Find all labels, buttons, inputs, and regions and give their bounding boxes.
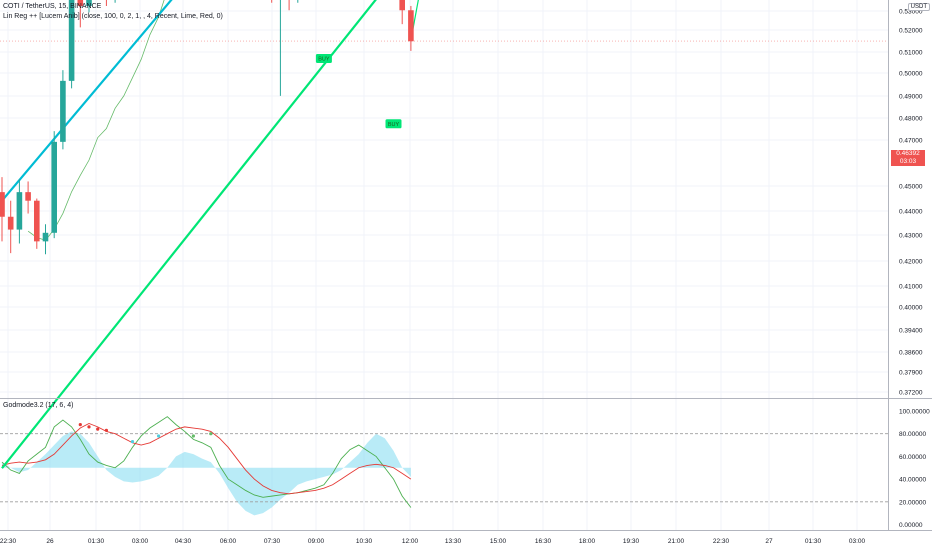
osc-tick-label: 60.00000 [899, 454, 926, 461]
candle-body [34, 200, 40, 242]
time-tick-label: 26 [46, 538, 54, 545]
signals: SELLSELLBUYBUY [315, 54, 402, 129]
osc-signal-dot [78, 423, 82, 427]
last-price: 0.46392 [896, 150, 920, 157]
lower-channel-line [1, 0, 377, 469]
last-price-tag: 0.46392 03:03 [891, 150, 925, 166]
price-tick-label: 0.43000 [899, 233, 923, 240]
price-tick-label: 0.41000 [899, 284, 923, 291]
time-tick-label: 22:30 [713, 538, 730, 545]
osc-signal-dot [96, 427, 100, 431]
candle-body [16, 192, 23, 230]
time-tick-label: 01:30 [88, 538, 105, 545]
osc-signal-dot [104, 428, 108, 432]
buy-signal-badge [315, 54, 332, 64]
time-tick-label: 09:00 [308, 538, 325, 545]
price-tick-label: 0.52000 [899, 28, 923, 35]
time-tick-label: 03:00 [849, 538, 866, 545]
price-tick-label: 0.40000 [899, 305, 923, 312]
moving-average-line [27, 0, 165, 241]
price-tick-label: 0.51000 [899, 50, 923, 57]
regression-channel [1, 0, 419, 469]
osc-signal-dot [130, 440, 135, 444]
candle-body [0, 192, 5, 217]
osc-tick-label: 40.00000 [899, 477, 926, 484]
oscillator-lines [1, 416, 412, 508]
time-tick-label: 21:00 [668, 538, 685, 545]
time-tick-label: 06:00 [220, 538, 237, 545]
time-tick-label: 07:30 [264, 538, 281, 545]
candle-body [77, 0, 84, 6]
candle-body [408, 10, 414, 42]
middle-channel-line [1, 0, 173, 202]
buy-signal-label: BUY [318, 57, 330, 63]
time-tick-label: 15:00 [490, 538, 507, 545]
osc-tick-label: 100.00000 [899, 409, 930, 416]
osc-signal-dot [157, 434, 161, 438]
osc-signal-dot [87, 425, 91, 429]
price-tick-label: 0.37200 [899, 390, 923, 397]
time-tick-label: 18:00 [579, 538, 596, 545]
buy-signal-label: BUY [388, 122, 400, 128]
price-tick-label: 0.48000 [899, 116, 923, 123]
price-tick-label: 0.45000 [899, 184, 923, 191]
price-tick-label: 0.38600 [899, 350, 923, 357]
oscillator-levels [0, 433, 888, 503]
osc-slow-line [1, 422, 412, 495]
price-tick-label: 0.37900 [899, 370, 923, 377]
moving-average [27, 0, 165, 241]
bar-countdown: 03:03 [899, 158, 917, 165]
osc-signal-dot [209, 432, 213, 436]
candle-body [25, 192, 31, 201]
candle-body [68, 0, 75, 81]
time-tick-label: 01:30 [805, 538, 822, 545]
time-tick-label: 10:30 [356, 538, 373, 545]
price-tick-label: 0.42000 [899, 259, 923, 266]
oscillator-label: Godmode3.2 (17, 6, 4) [3, 402, 74, 409]
time-tick-label: 16:30 [535, 538, 552, 545]
indicator-label: Lin Reg ++ [Lucem Anib] (close, 100, 0, … [3, 13, 223, 20]
price-tick-label: 0.47000 [899, 138, 923, 145]
candle-body [7, 216, 14, 230]
grid-lines [0, 0, 888, 530]
projection-arrow [410, 0, 419, 41]
candles [0, 0, 414, 255]
oscillator-wave [2, 431, 411, 516]
buy-signal-badge [385, 119, 402, 129]
price-tick-label: 0.44000 [899, 209, 923, 216]
candle-body [51, 141, 57, 233]
osc-tick-label: 20.00000 [899, 499, 926, 506]
price-tick-label: 0.53000 [899, 9, 923, 16]
candle-body [60, 80, 66, 142]
price-tick-label: 0.50000 [899, 71, 923, 78]
price-tick-label: 0.49000 [899, 94, 923, 101]
time-tick-label: 27 [765, 538, 773, 545]
time-tick-label: 03:00 [132, 538, 149, 545]
osc-fast-line [1, 416, 412, 508]
time-tick-label: 12:00 [402, 538, 419, 545]
time-tick-label: 22:30 [0, 538, 17, 545]
currency-badge[interactable]: USDT [907, 3, 930, 11]
candle-body [86, 0, 92, 6]
candle-body [399, 0, 405, 11]
time-tick-label: 19:30 [623, 538, 640, 545]
osc-signal-dot [191, 434, 195, 438]
time-tick-label: 04:30 [175, 538, 192, 545]
osc-tick-label: 80.00000 [899, 431, 926, 438]
chart-title: COTI / TetherUS, 15, BINANCE [3, 3, 102, 10]
time-tick-label: 13:30 [445, 538, 462, 545]
osc-tick-label: 0.00000 [899, 522, 923, 529]
candle-body [42, 232, 49, 242]
price-tick-label: 0.39400 [899, 328, 923, 335]
osc-wave-area [2, 431, 411, 516]
